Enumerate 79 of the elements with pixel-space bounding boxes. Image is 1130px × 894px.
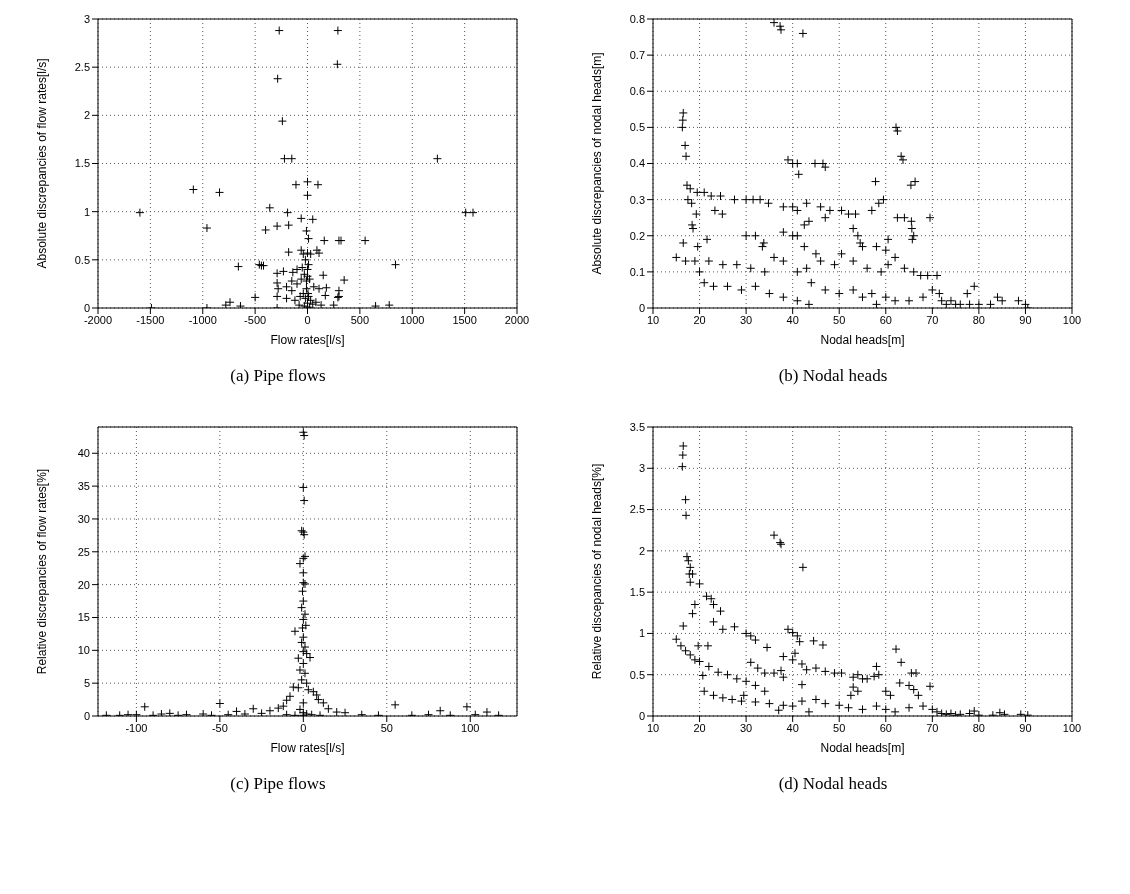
y-axis-title: Absolute discrepancies of nodal heads[m] (590, 52, 605, 275)
x-axis-title: Flow rates[l/s] (270, 333, 345, 347)
y-tick-label: 0 (83, 709, 90, 722)
y-tick-label: 0.8 (629, 12, 645, 25)
x-tick-label: 0 (300, 721, 307, 734)
x-tick-label: 1000 (400, 313, 425, 326)
x-tick-label: 1500 (452, 313, 477, 326)
y-tick-label: 1 (638, 627, 645, 640)
y-tick-label: 2 (638, 544, 645, 557)
x-tick-label: 20 (693, 721, 706, 734)
y-tick-label: 20 (77, 578, 90, 591)
y-tick-label: 10 (77, 644, 90, 657)
y-tick-label: 2 (83, 109, 90, 122)
y-tick-label: 0 (83, 301, 90, 314)
y-tick-label: 30 (77, 512, 90, 525)
x-tick-label: 90 (1019, 313, 1032, 326)
x-tick-label: 40 (786, 721, 799, 734)
y-tick-label: 0.5 (74, 253, 90, 266)
x-tick-label: -500 (244, 313, 267, 326)
y-tick-label: 5 (83, 677, 90, 690)
x-tick-label: 60 (879, 313, 892, 326)
x-tick-label: 50 (833, 721, 846, 734)
y-tick-label: 0.1 (629, 265, 645, 278)
y-tick-label: 0.5 (629, 668, 645, 681)
y-tick-label: 0.3 (629, 193, 645, 206)
x-axis-title: Flow rates[l/s] (270, 741, 345, 755)
x-tick-label: 30 (739, 721, 753, 734)
x-tick-label: 100 (1062, 721, 1082, 734)
y-tick-label: 15 (77, 611, 90, 624)
x-tick-label: 100 (461, 721, 480, 734)
y-axis-title: Relative discepancies of nodal heads[%] (590, 463, 605, 680)
text: (c) Pipe flows (230, 774, 326, 794)
y-tick-label: 0.4 (629, 157, 645, 170)
x-tick-label: 50 (833, 313, 846, 326)
x-tick-label: 50 (380, 721, 393, 734)
y-tick-label: 0 (638, 301, 645, 314)
text: (d) Nodal heads (778, 774, 888, 794)
y-tick-label: 1.5 (74, 157, 90, 170)
y-tick-label: 3 (638, 462, 645, 475)
y-tick-label: 0.2 (629, 229, 645, 242)
x-tick-label: 2000 (504, 313, 530, 326)
x-tick-label: 20 (693, 313, 706, 326)
y-tick-label: 0 (638, 709, 645, 722)
x-tick-label: 100 (1062, 313, 1082, 326)
x-tick-label: 30 (739, 313, 753, 326)
x-tick-label: -1000 (188, 313, 217, 326)
x-tick-label: 70 (926, 313, 939, 326)
x-tick-label: -1500 (136, 313, 165, 326)
y-tick-label: 0.5 (629, 121, 645, 134)
y-tick-label: 2.5 (74, 61, 90, 74)
y-tick-label: 35 (77, 480, 90, 493)
x-tick-label: 80 (972, 313, 986, 326)
x-tick-label: 70 (926, 721, 939, 734)
y-tick-label: 25 (77, 545, 90, 558)
x-tick-label: -100 (125, 721, 148, 734)
x-tick-label: 10 (646, 721, 660, 734)
y-axis-title: Relative discrepancies of flow rates[%] (35, 468, 50, 675)
x-tick-label: -50 (211, 721, 228, 734)
x-tick-label: -2000 (83, 313, 113, 326)
x-tick-label: 60 (879, 721, 892, 734)
y-tick-label: 3.5 (629, 420, 645, 433)
x-tick-label: 500 (350, 313, 370, 326)
y-tick-label: 0.7 (629, 49, 645, 62)
y-tick-label: 0.6 (629, 85, 645, 98)
text: (a) Pipe flows (230, 366, 326, 386)
x-axis-title: Nodal heads[m] (820, 333, 905, 347)
y-tick-label: 1 (83, 205, 90, 218)
y-tick-label: 2.5 (629, 503, 645, 516)
y-tick-label: 40 (77, 447, 90, 460)
x-tick-label: 80 (972, 721, 986, 734)
x-tick-label: 10 (646, 313, 660, 326)
x-tick-label: 90 (1019, 721, 1032, 734)
x-tick-label: 40 (786, 313, 799, 326)
x-tick-label: 0 (304, 313, 311, 326)
y-tick-label: 1.5 (629, 586, 645, 599)
x-axis-title: Nodal heads[m] (820, 741, 905, 755)
y-tick-label: 3 (83, 12, 90, 25)
text: (b) Nodal heads (778, 366, 888, 386)
y-axis-title: Absolute discrepancies of flow rates[l/s] (35, 58, 50, 269)
